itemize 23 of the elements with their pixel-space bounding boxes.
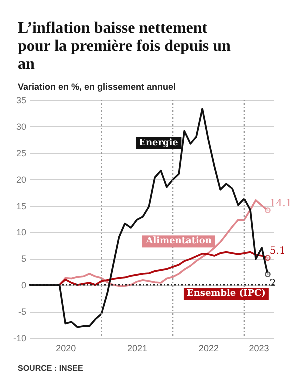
y-tick-label: 35 [16, 96, 26, 106]
y-tick-label: 20 [16, 174, 26, 185]
x-tick-label: 2021 [128, 344, 148, 354]
x-tick-label: 2022 [198, 344, 219, 354]
series-label: Alimentation [145, 236, 212, 247]
y-tick-label: 0 [21, 280, 26, 291]
x-tick-label: 2023 [249, 344, 270, 354]
data-label: 5.1 [270, 246, 286, 258]
chart-title: L’inflation baisse nettement pour la première fois depuis un an [18, 20, 232, 74]
data-label: 2 [270, 278, 276, 290]
chart-subtitle: Variation en %, en glissement annuel [18, 82, 178, 92]
y-tick-label: 10 [16, 228, 26, 238]
source-note: SOURCE : INSEE [18, 364, 84, 373]
series-label: Energie [139, 138, 179, 148]
y-tick-label: -10 [13, 334, 26, 344]
text: Ensemble (IPC) [186, 289, 266, 300]
x-tick-label: 2020 [56, 344, 76, 354]
data-label: 14.1 [270, 198, 292, 210]
y-tick-label: 30 [16, 122, 26, 132]
y-tick-label: 15 [16, 201, 26, 212]
y-tick-label: 5 [21, 254, 26, 264]
y-tick-label: 25 [16, 148, 26, 158]
y-tick-label: -5 [18, 307, 26, 318]
